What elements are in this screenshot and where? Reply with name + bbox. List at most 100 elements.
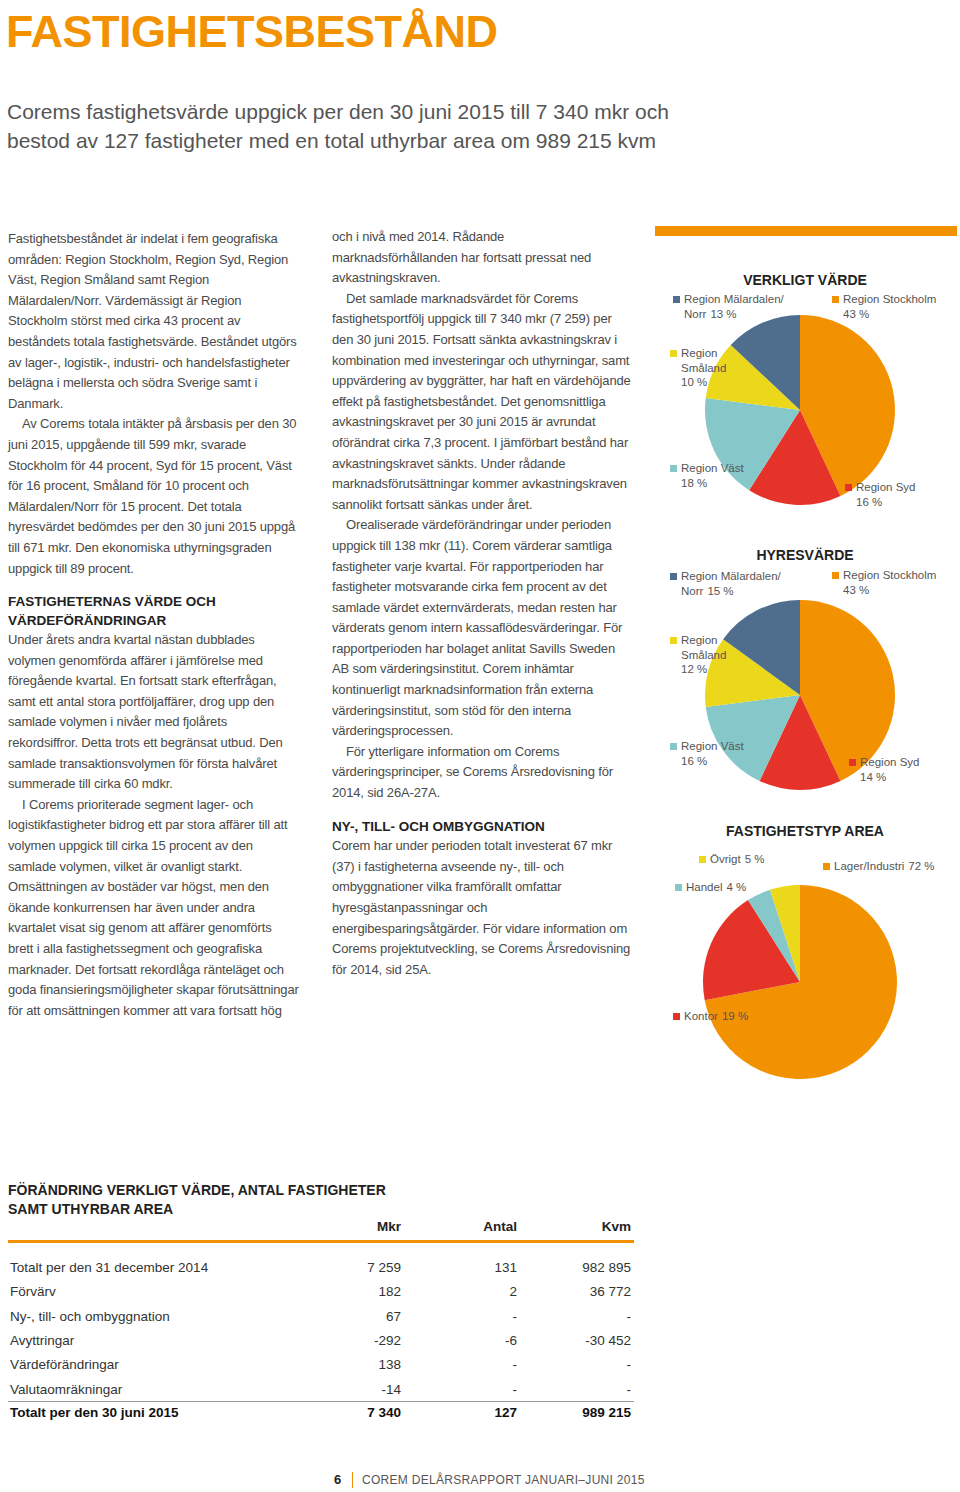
legend-swatch bbox=[673, 1013, 680, 1020]
slice-label: Region Syd14 % bbox=[860, 756, 919, 783]
slice-label: Region Väst 16 % bbox=[681, 740, 744, 767]
paragraph: Under årets andra kvartal nästan dubblad… bbox=[8, 630, 300, 795]
category-label: Småland bbox=[681, 649, 726, 661]
chart-title: FASTIGHETSTYP AREA bbox=[726, 823, 884, 839]
pie-slice bbox=[731, 315, 800, 410]
table-cell: - bbox=[627, 1357, 632, 1372]
slice-label: RegionSmåland10 % bbox=[681, 347, 726, 388]
category-label: Handel bbox=[686, 881, 722, 893]
pie-chart: FASTIGHETSTYP AREA Lager/Industri 72 % Kont… bbox=[673, 823, 935, 1079]
paragraph: För ytterligare information om Corems vä… bbox=[332, 742, 632, 804]
value-label: 15 % bbox=[707, 585, 733, 597]
table-cell: - bbox=[627, 1309, 632, 1324]
legend-swatch bbox=[670, 573, 677, 580]
category-label: Region Väst bbox=[681, 462, 744, 474]
category-label: Region Stockholm bbox=[843, 293, 936, 305]
table-cell: -6 bbox=[505, 1333, 517, 1348]
slice-label: Övrigt 5 % bbox=[710, 853, 765, 865]
table-cell: 127 bbox=[494, 1405, 517, 1420]
table-cell: - bbox=[513, 1309, 518, 1324]
slice-label: Region Stockholm 43 % bbox=[843, 293, 936, 320]
table-header: Antal bbox=[483, 1219, 517, 1234]
legend-swatch bbox=[670, 465, 677, 472]
table-cell: 989 215 bbox=[582, 1405, 631, 1420]
table-cell: 7 259 bbox=[367, 1260, 401, 1275]
paragraph: och i nivå med 2014. Rådande marknadsför… bbox=[332, 227, 632, 289]
legend-swatch bbox=[832, 572, 839, 579]
category-label: Övrigt bbox=[710, 853, 741, 865]
table-cell: -14 bbox=[381, 1382, 401, 1397]
top-bar bbox=[655, 226, 957, 236]
value-label: 5 % bbox=[745, 853, 765, 865]
table-cell: 182 bbox=[378, 1284, 401, 1299]
table-cell: -292 bbox=[374, 1333, 401, 1348]
section-heading: FASTIGHETERNAS VÄRDE OCH VÄRDEFÖRÄNDRING… bbox=[8, 593, 300, 630]
paragraph: Corem har under perioden totalt invester… bbox=[332, 836, 632, 980]
table-cell: - bbox=[627, 1382, 632, 1397]
legend-swatch bbox=[670, 637, 677, 644]
category-label: Småland bbox=[681, 362, 726, 374]
section-heading: NY-, TILL- OCH OMBYGGNATION bbox=[332, 818, 632, 837]
table-cell: 982 895 bbox=[582, 1260, 631, 1275]
page: FASTIGHETSBESTÅND Corems fastighetsvärde … bbox=[0, 0, 960, 1492]
paragraph: I Corems prioriterade segment lager- och… bbox=[8, 795, 300, 1022]
row-label: Avyttringar bbox=[10, 1333, 74, 1348]
slice-label: Region Stockholm 43 % bbox=[843, 569, 936, 596]
value-label: 43 % bbox=[843, 584, 869, 596]
legend-swatch bbox=[670, 743, 677, 750]
table-cell: 131 bbox=[494, 1260, 517, 1275]
subtitle-line: Corems fastighetsvärde uppgick per den 3… bbox=[7, 100, 669, 124]
value-label: 18 % bbox=[681, 477, 707, 489]
value-label: 72 % bbox=[908, 860, 934, 872]
slice-label: Lager/Industri 72 % bbox=[834, 860, 935, 872]
category-label: Region Mälardalen/ bbox=[681, 570, 782, 582]
paragraph: Av Corems totala intäkter på årsbasis pe… bbox=[8, 414, 300, 579]
category-label: Region Syd bbox=[860, 756, 919, 768]
paragraph: Det samlade marknadsvärdet för Corems fa… bbox=[332, 289, 632, 516]
value-label: 10 % bbox=[681, 376, 707, 388]
pie-slice bbox=[705, 398, 800, 490]
legend-swatch bbox=[675, 884, 682, 891]
table-cell: 36 772 bbox=[590, 1284, 631, 1299]
paragraph: Orealiserade värdeförändringar under per… bbox=[332, 515, 632, 742]
value-label: 16 % bbox=[681, 755, 707, 767]
category-label: Lager/Industri bbox=[834, 860, 904, 872]
slice-label: Region Mälardalen/Norr13 % bbox=[684, 293, 785, 320]
pie-slice bbox=[723, 600, 800, 695]
table-title: FÖRÄNDRING VERKLIGT VÄRDE, ANTAL FASTIGH… bbox=[8, 1182, 386, 1198]
category-label: Region bbox=[681, 634, 717, 646]
row-label: Totalt per den 31 december 2014 bbox=[10, 1260, 208, 1275]
footer-text: COREM DELÅRSRAPPORT JANUARI–JUNI 2015 bbox=[362, 1473, 645, 1487]
category-label: Region Syd bbox=[856, 481, 915, 493]
category-label: Region Stockholm bbox=[843, 569, 936, 581]
text-column: och i nivå med 2014. Rådande marknadsför… bbox=[332, 227, 632, 980]
table-cell: - bbox=[513, 1382, 518, 1397]
row-label: Ny-, till- och ombyggnation bbox=[10, 1309, 170, 1324]
legend-swatch bbox=[673, 296, 680, 303]
table-rule bbox=[8, 1401, 634, 1402]
value-label: 43 % bbox=[843, 308, 869, 320]
table-header: Kvm bbox=[602, 1219, 631, 1234]
value-label: 13 % bbox=[710, 308, 736, 320]
table-cell: - bbox=[513, 1357, 518, 1372]
value-label: 12 % bbox=[681, 663, 707, 675]
slice-label: Handel4 % bbox=[686, 881, 746, 893]
slice-label: Region Väst 18 % bbox=[681, 462, 744, 489]
category-label: Norr bbox=[684, 308, 707, 320]
pie-slice bbox=[706, 695, 800, 781]
value-label: 16 % bbox=[856, 496, 882, 508]
legend-swatch bbox=[849, 759, 856, 766]
legend-swatch bbox=[670, 350, 677, 357]
page-title: FASTIGHETSBESTÅND bbox=[6, 6, 498, 58]
row-label: Valutaomräkningar bbox=[10, 1382, 122, 1397]
category-label: Norr bbox=[681, 585, 704, 597]
slice-label: Kontor19 % bbox=[684, 1010, 748, 1022]
row-label: Värdeförändringar bbox=[10, 1357, 119, 1372]
row-label: Förvärv bbox=[10, 1284, 56, 1299]
category-label: Region Väst bbox=[681, 740, 744, 752]
chart-title: VERKLIGT VÄRDE bbox=[743, 272, 867, 288]
legend-swatch bbox=[699, 856, 706, 863]
legend-swatch bbox=[823, 863, 830, 870]
paragraph: Fastighetsbeståndet är indelat i fem geo… bbox=[8, 229, 300, 414]
table-cell: -30 452 bbox=[585, 1333, 631, 1348]
